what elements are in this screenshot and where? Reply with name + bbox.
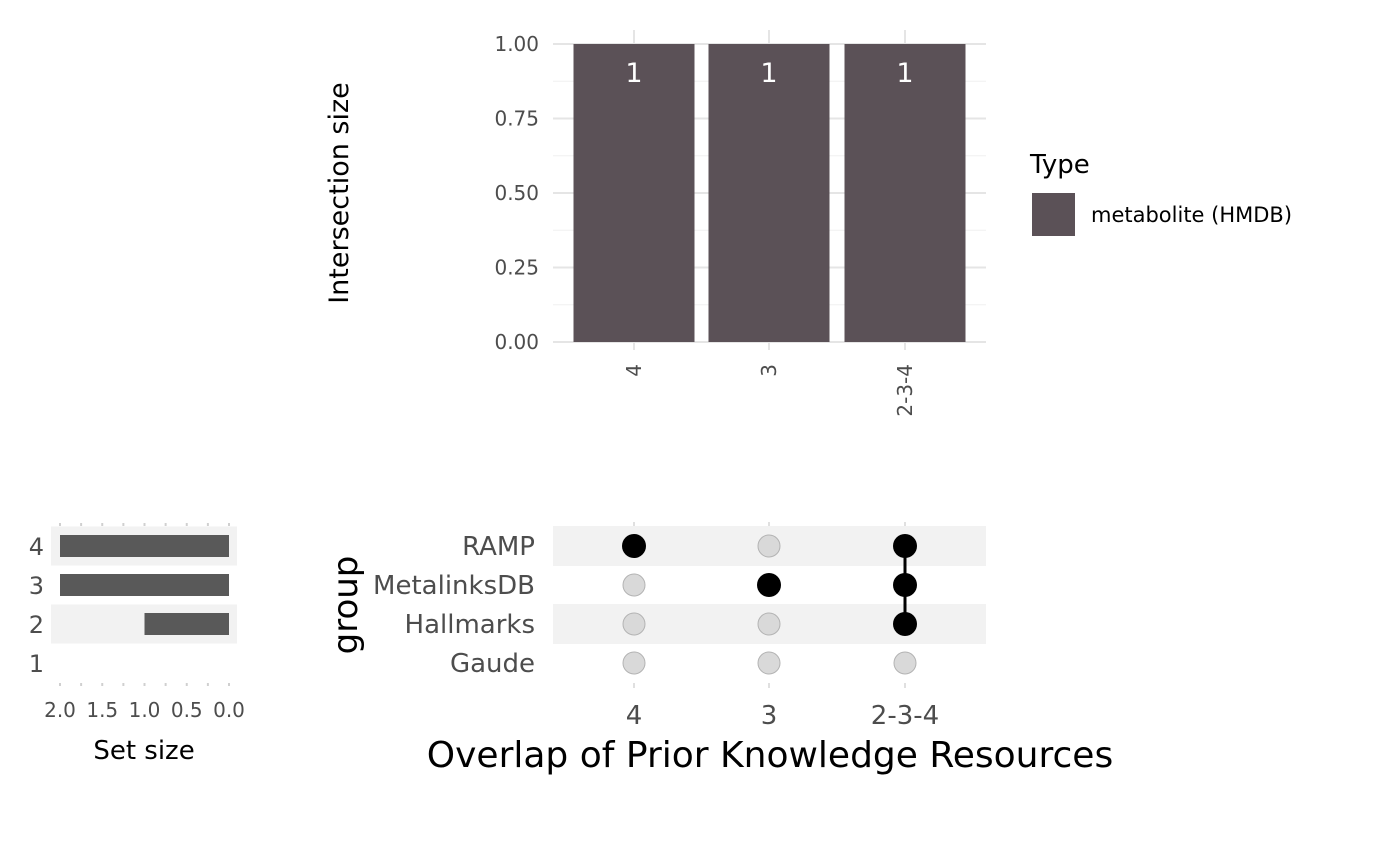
matrix-row-label: MetalinksDB <box>373 571 535 601</box>
x-tick-label: 3 <box>757 364 781 377</box>
set-size-row-label: 3 <box>29 572 44 600</box>
y-tick-label: 0.75 <box>494 107 539 131</box>
matrix-dot-inactive <box>757 651 781 675</box>
set-size-row-labels: 4 3 2 1 <box>29 533 44 678</box>
set-size-row-label: 2 <box>29 611 44 639</box>
matrix-dots <box>622 534 917 675</box>
legend: Type metabolite (HMDB) <box>1029 150 1292 236</box>
intersection-bar <box>708 44 830 342</box>
matrix-dot-inactive <box>893 651 917 675</box>
intersection-bars: 1 1 1 <box>573 44 966 342</box>
y-tick-label: 0.00 <box>494 330 539 354</box>
set-size-x-tick-label: 0.5 <box>171 698 203 722</box>
matrix-column-labels: 4 3 2-3-4 <box>626 701 939 731</box>
matrix-dot-active <box>757 573 781 597</box>
set-size-x-tick-label: 0.0 <box>213 698 245 722</box>
bar-data-label: 1 <box>896 58 913 89</box>
matrix-dot-inactive <box>622 651 646 675</box>
matrix-y-axis-label: group <box>326 556 366 655</box>
intersection-bar <box>844 44 966 342</box>
legend-swatch <box>1032 193 1075 236</box>
intersection-x-ticks: 4 3 2-3-4 <box>622 364 917 417</box>
matrix-column-label: 3 <box>761 701 778 731</box>
set-size-x-tick-label: 1.0 <box>129 698 161 722</box>
y-tick-label: 0.50 <box>494 181 539 205</box>
matrix-dot-active <box>893 573 917 597</box>
y-tick-label: 1.00 <box>494 32 539 56</box>
set-size-panel: 4 3 2 1 2.0 1.5 1.0 0.5 0.0 Set size <box>29 523 245 766</box>
set-size-x-ticks: 2.0 1.5 1.0 0.5 0.0 <box>44 523 245 722</box>
intersection-y-ticks: 0.00 0.25 0.50 0.75 1.00 <box>494 32 539 354</box>
y-tick-label: 0.25 <box>494 256 539 280</box>
set-size-bar <box>144 613 229 635</box>
matrix-dot-inactive <box>622 573 646 597</box>
set-size-x-tick-label: 2.0 <box>44 698 76 722</box>
matrix-x-axis-label: Overlap of Prior Knowledge Resources <box>427 735 1113 776</box>
legend-title: Type <box>1029 150 1090 180</box>
matrix-dot-inactive <box>757 534 781 558</box>
matrix-row-labels: RAMP MetalinksDB Hallmarks Gaude <box>373 532 535 679</box>
intersection-bar <box>573 44 695 342</box>
intersection-y-axis-label: Intersection size <box>324 82 355 304</box>
intersection-matrix-panel: RAMP MetalinksDB Hallmarks Gaude 4 3 2-3-4 gr… <box>326 522 1113 776</box>
bar-data-label: 1 <box>625 58 642 89</box>
set-size-row-label: 1 <box>29 650 44 678</box>
matrix-row-label: RAMP <box>462 532 535 562</box>
x-tick-label: 4 <box>622 364 646 377</box>
set-size-x-axis-label: Set size <box>93 736 194 766</box>
matrix-dot-inactive <box>757 612 781 636</box>
set-size-row-label: 4 <box>29 533 44 561</box>
set-size-bar <box>60 574 229 596</box>
intersection-size-panel: 1 1 1 0.00 0.25 0.50 0.75 1.00 4 3 2-3-4 Interse… <box>324 30 986 417</box>
x-tick-label: 2-3-4 <box>893 364 917 417</box>
matrix-row-label: Gaude <box>450 649 535 679</box>
matrix-column-label: 2-3-4 <box>871 701 939 731</box>
bar-data-label: 1 <box>760 58 777 89</box>
set-size-bars <box>60 535 229 635</box>
matrix-dot-active <box>622 534 646 558</box>
matrix-dot-active <box>893 612 917 636</box>
set-size-bar <box>60 535 229 557</box>
legend-entry-label: metabolite (HMDB) <box>1091 203 1292 227</box>
matrix-row-label: Hallmarks <box>405 610 535 640</box>
matrix-column-label: 4 <box>626 701 643 731</box>
set-size-x-tick-label: 1.5 <box>86 698 118 722</box>
matrix-dot-active <box>893 534 917 558</box>
matrix-column-ticks <box>633 522 906 688</box>
matrix-dot-inactive <box>622 612 646 636</box>
